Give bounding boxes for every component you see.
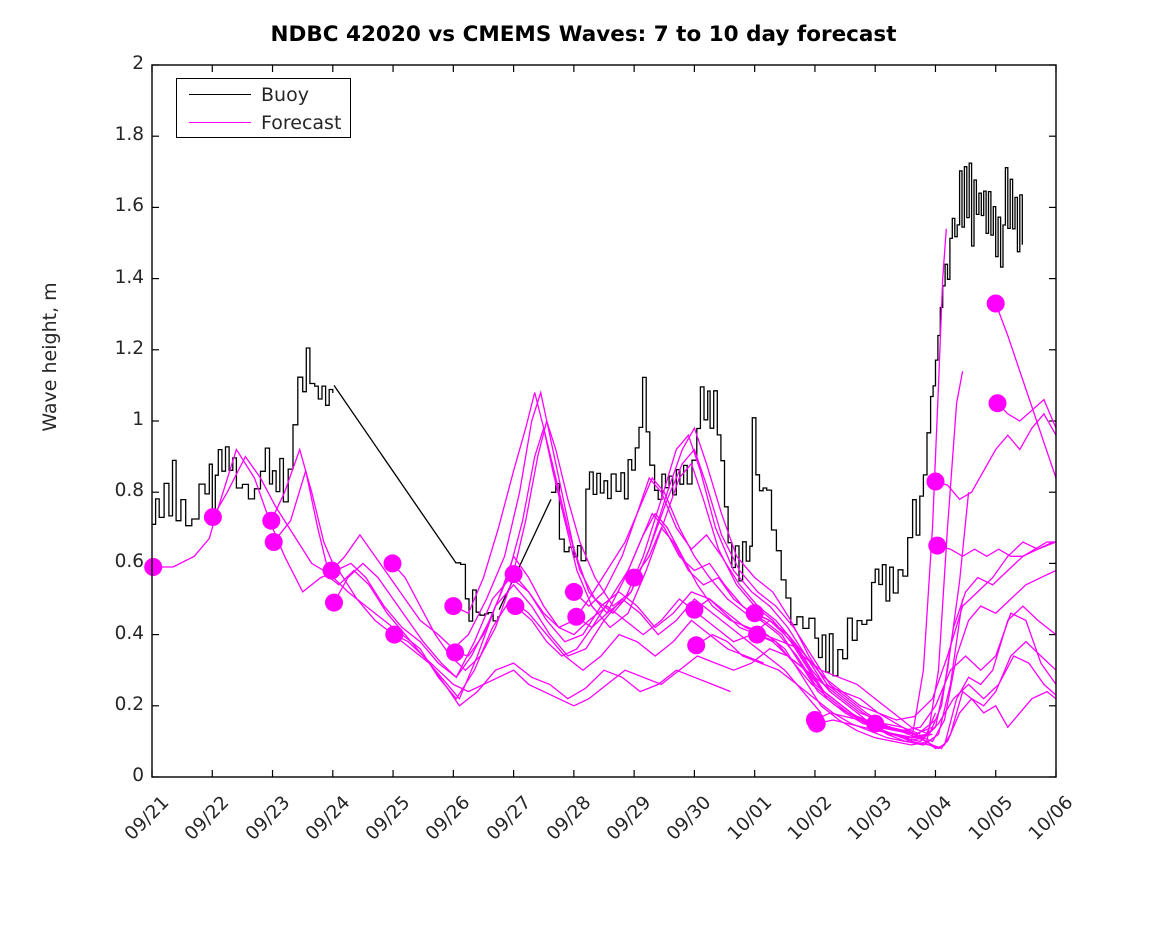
y-tick-label: 2 — [132, 53, 144, 74]
series-line — [937, 541, 1056, 558]
series-line — [997, 398, 1057, 429]
series-line — [695, 633, 1057, 743]
legend: Buoy Forecast — [176, 78, 351, 138]
y-tick-label: 0.6 — [114, 551, 144, 573]
y-tick-label: 1.8 — [114, 124, 144, 146]
series-line — [453, 392, 936, 735]
y-tick-label: 0.8 — [114, 480, 144, 502]
forecast-start-marker — [144, 558, 163, 576]
forecast-start-marker — [203, 508, 222, 527]
y-tick-label: 1.2 — [114, 337, 144, 359]
forecast-start-marker — [926, 472, 945, 491]
series-line — [333, 385, 457, 564]
legend-label-forecast: Forecast — [261, 112, 342, 134]
legend-item-buoy: Buoy — [177, 81, 350, 109]
plot-canvas — [144, 64, 1057, 778]
series-line — [152, 447, 731, 707]
forecast-start-marker — [444, 597, 463, 616]
series-line — [756, 569, 1057, 743]
series-line — [273, 470, 822, 714]
forecast-start-marker — [685, 600, 704, 619]
y-axis-label: Wave height, m — [39, 282, 61, 432]
y-tick-label: 0.2 — [114, 693, 144, 715]
legend-swatch-buoy — [189, 94, 251, 95]
y-tick-label: 0.4 — [114, 622, 144, 644]
series-line — [551, 162, 1023, 677]
y-tick-label: 0 — [132, 765, 144, 786]
series-line — [573, 476, 970, 743]
series-line — [152, 347, 334, 527]
y-tick-label: 1.6 — [114, 195, 144, 217]
plot-border — [151, 64, 1057, 778]
series-line — [910, 228, 947, 742]
y-tick-label: 1.4 — [114, 266, 144, 288]
y-axis-tick-labels: 0 0.2 0.4 0.6 0.8 1 1.2 1.4 1.6 1.8 2 — [82, 0, 144, 875]
forecast-start-marker — [866, 714, 885, 733]
y-tick-label: 1 — [132, 409, 144, 430]
forecast-start-marker — [446, 643, 465, 662]
plot-background — [152, 65, 1056, 777]
series-line — [995, 303, 1057, 479]
forecast-start-marker — [807, 714, 826, 733]
forecast-start-marker — [745, 604, 764, 623]
legend-label-buoy: Buoy — [261, 84, 309, 106]
forecast-start-marker — [748, 625, 767, 644]
series-line — [333, 425, 882, 728]
forecast-start-marker — [264, 533, 283, 551]
legend-item-forecast: Forecast — [177, 109, 350, 137]
forecast-start-marker — [928, 536, 947, 555]
forecast-start-marker — [322, 561, 341, 580]
forecast-start-marker — [504, 565, 523, 584]
forecast-start-marker — [383, 554, 402, 573]
forecast-start-marker — [262, 511, 281, 530]
series-line — [212, 455, 764, 700]
series-forecast — [152, 228, 1057, 750]
forecast-start-marker — [564, 582, 583, 601]
legend-swatch-forecast — [189, 122, 251, 123]
series-line — [925, 371, 964, 746]
forecast-start-marker — [625, 568, 644, 587]
forecast-start-markers — [144, 294, 1007, 733]
forecast-start-marker — [687, 636, 706, 655]
series-line — [456, 562, 499, 622]
series-line — [514, 512, 930, 746]
series-line — [935, 412, 1057, 501]
forecast-start-marker — [988, 394, 1007, 413]
forecast-start-marker — [325, 593, 343, 612]
forecast-start-marker — [506, 597, 525, 616]
forecast-start-marker — [567, 607, 586, 626]
chart-title: NDBC 42020 vs CMEMS Waves: 7 to 10 day f… — [270, 22, 897, 47]
forecast-start-marker — [986, 294, 1005, 313]
series-line — [754, 541, 1057, 736]
series-line — [331, 389, 879, 721]
forecast-start-marker — [385, 625, 404, 644]
chart-figure: NDBC 42020 vs CMEMS Waves: 7 to 10 day f… — [39, 0, 1077, 875]
